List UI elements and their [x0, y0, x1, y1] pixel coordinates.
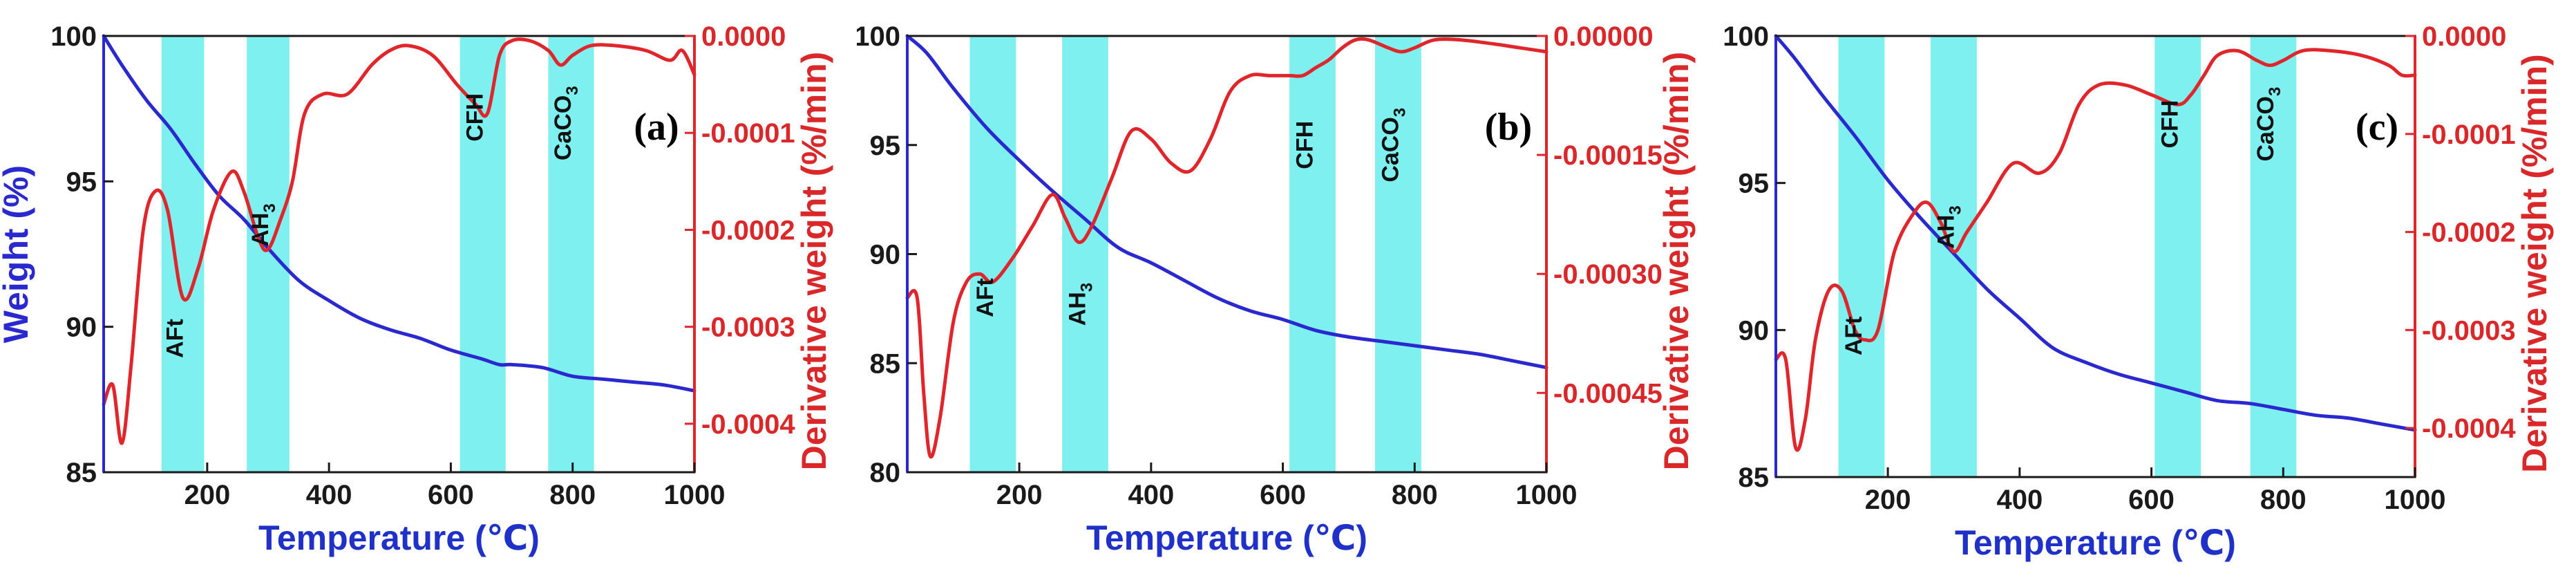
x-tick-label: 1000 [1516, 480, 1578, 510]
band-label: CaCO3 [1377, 108, 1409, 183]
x-tick-label: 600 [428, 480, 474, 510]
weight-series-line [102, 34, 697, 393]
y2-tick-label: -0.0001 [701, 118, 795, 149]
chart-svg: AFt AH3 CFH CaCO3 200 400 600 800 1000 85 90 95 100 -… [1669, 21, 2554, 562]
highlight-band [1062, 36, 1108, 472]
y2-axis-label: Derivative weight (%/min) [1657, 52, 1696, 471]
y2-axis-label: Derivative weight (%/min) [2515, 54, 2554, 473]
highlight-band [969, 36, 1016, 472]
y-tick-label: 95 [1739, 169, 1770, 199]
highlight-band [161, 36, 205, 472]
band-label: AFt [162, 319, 189, 358]
x-tick-label: 200 [1865, 485, 1911, 515]
band-label: AH3 [247, 203, 279, 246]
y2-tick-label: -0.0003 [701, 313, 795, 343]
chart-panel-2: AFt AH3 CFH CaCO3 200 400 600 800 1000 80 85 90 95 10… [800, 0, 1719, 575]
x-axis-label: Temperature (℃) [258, 519, 540, 557]
y-tick-label: 90 [870, 240, 901, 270]
band-label: CaCO3 [550, 86, 582, 160]
y-tick-label: 100 [50, 21, 97, 52]
x-tick-label: 400 [1996, 485, 2043, 515]
chart-panel-3: AFt AH3 CFH CaCO3 200 400 600 800 1000 85 90 95 100 -… [1669, 0, 2576, 575]
derivative-series-line [1774, 48, 2417, 452]
x-axis-label: Temperature (℃) [1955, 523, 2236, 562]
y-tick-label: 100 [857, 21, 900, 52]
panel-label: (c) [2356, 106, 2398, 149]
y2-tick-label: 0.00000 [1553, 21, 1654, 52]
band-label: CFH [1291, 121, 1318, 169]
x-tick-label: 800 [549, 480, 596, 510]
highlight-band [1375, 36, 1421, 472]
y2-tick-label: -0.0003 [2422, 315, 2516, 346]
y-tick-label: 80 [870, 458, 901, 488]
y2-tick-label: -0.00045 [1553, 378, 1663, 409]
y2-tick-label: -0.00015 [1553, 140, 1663, 171]
highlight-band [1838, 36, 1885, 477]
y-tick-label: 90 [1739, 315, 1770, 346]
x-tick-label: 600 [2128, 485, 2175, 515]
panel-label: (b) [1485, 106, 1532, 149]
y-tick-label: 95 [870, 131, 901, 161]
y-axis-label: Weight (%) [0, 165, 35, 343]
highlight-band [460, 36, 506, 472]
band-label: AFt [1841, 317, 1867, 356]
highlight-band [1931, 36, 1977, 477]
weight-series-line [1774, 34, 2417, 432]
y2-tick-label: -0.0004 [2422, 413, 2516, 444]
y2-tick-label: -0.00030 [1553, 259, 1663, 290]
y2-tick-label: 0.0000 [701, 21, 786, 52]
panel-label: (a) [634, 106, 679, 149]
derivative-series-line [905, 37, 1549, 459]
y-tick-label: 100 [1723, 21, 1769, 52]
chart-svg: AFt AH3 CFH CaCO3 200 400 600 800 1000 85 90 95 100 -… [0, 21, 833, 557]
band-label: AH3 [1933, 205, 1964, 248]
x-tick-label: 400 [1128, 480, 1174, 510]
y2-tick-label: -0.0001 [2422, 120, 2516, 150]
x-tick-label: 200 [184, 480, 230, 510]
x-tick-label: 1000 [664, 480, 726, 510]
band-label: CFH [462, 93, 488, 142]
weight-series-line [905, 34, 1549, 370]
x-tick-label: 800 [1392, 480, 1438, 510]
chart-panel-1: AFt AH3 CFH CaCO3 200 400 600 800 1000 85 90 95 100 -… [0, 0, 857, 575]
derivative-series-line [102, 37, 697, 445]
y2-tick-label: 0.0000 [2422, 21, 2506, 52]
highlight-band [2154, 36, 2201, 477]
y-tick-label: 85 [66, 458, 97, 488]
highlight-band [247, 36, 290, 472]
x-tick-label: 400 [306, 480, 352, 510]
y2-tick-label: -0.0002 [2422, 218, 2516, 248]
y-tick-label: 95 [66, 167, 97, 197]
y2-axis-label: Derivative weight (%/min) [795, 52, 833, 471]
y-tick-label: 90 [66, 313, 97, 343]
x-tick-label: 600 [1260, 480, 1306, 510]
x-tick-label: 800 [2260, 485, 2307, 515]
y2-tick-label: -0.0002 [701, 215, 795, 245]
chart-svg: AFt AH3 CFH CaCO3 200 400 600 800 1000 80 85 90 95 10… [800, 21, 1696, 557]
x-tick-label: 1000 [2385, 485, 2446, 515]
y-tick-label: 85 [870, 348, 901, 379]
y2-tick-label: -0.0004 [701, 409, 795, 440]
highlight-band [548, 36, 594, 472]
highlight-band [1289, 36, 1336, 472]
x-tick-label: 200 [996, 480, 1043, 510]
band-label: AFt [972, 278, 998, 317]
y-tick-label: 85 [1739, 463, 1770, 493]
band-label: CaCO3 [2253, 87, 2284, 162]
band-label: AH3 [1064, 283, 1096, 326]
x-axis-label: Temperature (℃) [1086, 519, 1367, 557]
band-label: CFH [2157, 100, 2184, 149]
